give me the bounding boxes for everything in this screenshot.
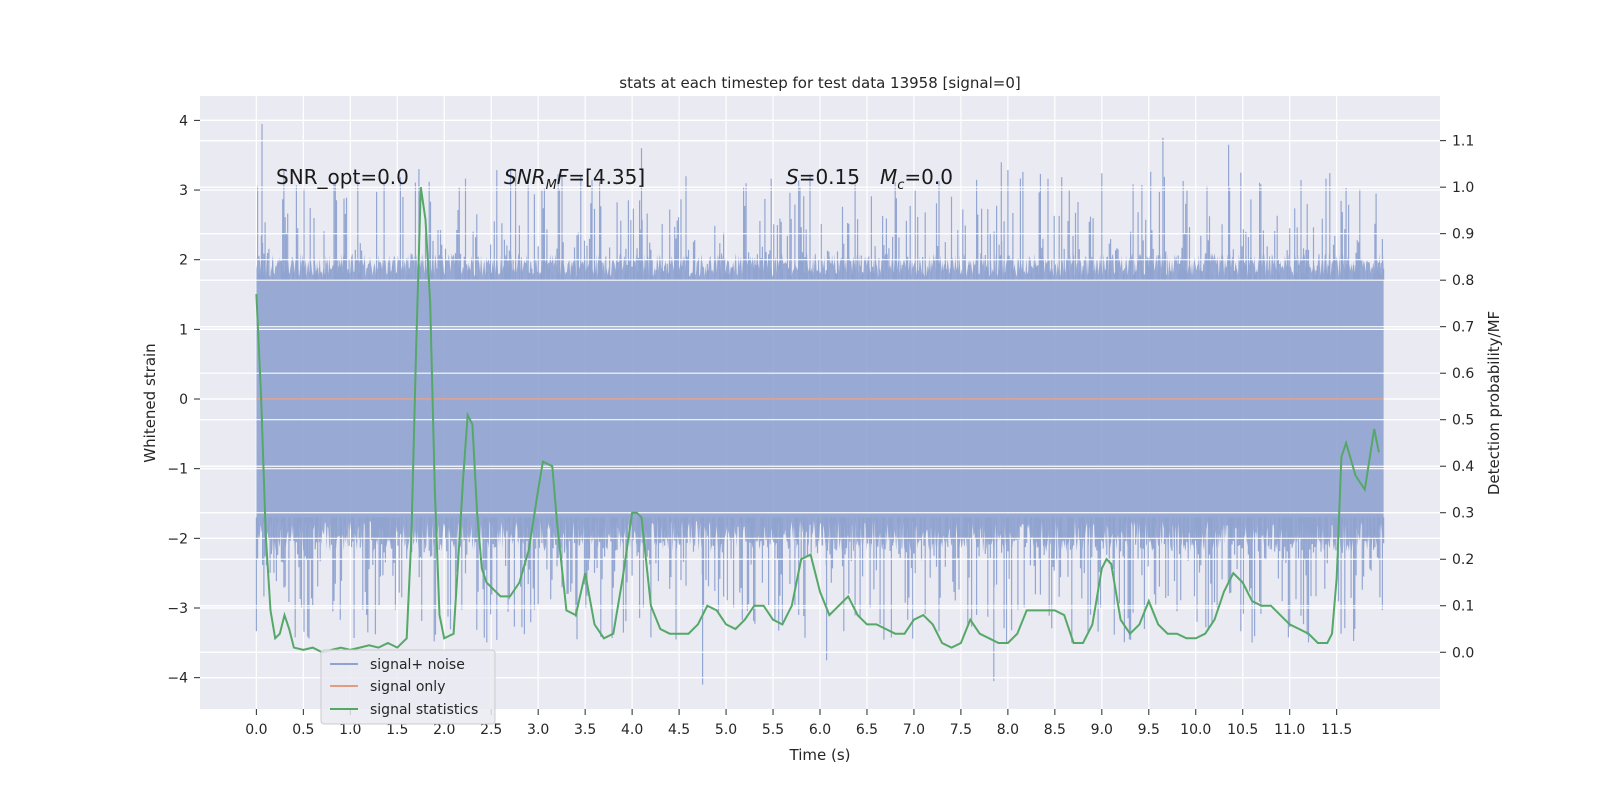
series-signal-noise <box>256 252 1384 553</box>
x-tick-label: 8.5 <box>1044 722 1066 738</box>
chart-title: stats at each timestep for test data 139… <box>619 74 1020 92</box>
x-tick-label: 11.0 <box>1274 722 1305 738</box>
x-tick-label: 11.5 <box>1321 722 1352 738</box>
legend-box <box>320 649 496 725</box>
y-axis-label: Whitened strain <box>141 343 159 462</box>
y2-tick-label: 0.5 <box>1452 413 1474 429</box>
x-tick-label: 7.0 <box>903 722 925 738</box>
y2-tick-label: 0.1 <box>1452 599 1474 615</box>
x-tick-label: 0.0 <box>245 722 267 738</box>
y-tick-label: 1 <box>179 322 188 338</box>
x-tick-label: 6.5 <box>856 722 878 738</box>
x-axis: 0.0 0.5 1.0 1.5 2.0 2.5 3.0 3.5 4.0 4.5 5.0 5.5 6.0 6… <box>245 709 1352 738</box>
annotation-snr-opt: SNR_opt=0.0 <box>276 165 409 189</box>
x-tick-label: 1.5 <box>386 722 408 738</box>
legend-label-signal-only: signal only <box>370 679 445 695</box>
legend: signal+ noise signal only signal statist… <box>320 649 496 725</box>
y2-tick-label: 0.4 <box>1452 459 1474 475</box>
x-tick-label: 9.0 <box>1091 722 1113 738</box>
x-tick-label: 5.5 <box>762 722 784 738</box>
y-tick-label: −4 <box>167 671 188 687</box>
y-axis-left: 4 3 2 1 0 −1 −2 −3 −4 <box>167 113 200 687</box>
annotation-mc: Mc=0.0 <box>880 165 953 193</box>
series-signal-statistics <box>255 187 1380 654</box>
x-tick-label: 4.0 <box>621 722 643 738</box>
y2-tick-label: 0.8 <box>1452 273 1474 289</box>
y-tick-label: −2 <box>167 531 188 547</box>
y-axis-right: 1.1 1.0 0.9 0.8 0.7 0.6 0.5 0.4 0.3 0.2 0.1 0.0 <box>1440 134 1474 661</box>
x-tick-label: 10.0 <box>1180 722 1211 738</box>
y2-tick-label: 1.0 <box>1452 180 1474 196</box>
y2-tick-label: 0.0 <box>1452 645 1474 661</box>
x-tick-label: 6.0 <box>809 722 831 738</box>
y-tick-label: 0 <box>179 392 188 408</box>
x-axis-label: Time (s) <box>789 746 851 764</box>
x-tick-label: 0.5 <box>292 722 314 738</box>
x-tick-label: 2.5 <box>480 722 502 738</box>
annotation-s-stat: S=0.15 <box>786 165 860 189</box>
x-tick-label: 2.0 <box>433 722 455 738</box>
x-tick-label: 9.5 <box>1138 722 1160 738</box>
y2-tick-label: 0.7 <box>1452 320 1474 336</box>
plot-content <box>200 119 1440 685</box>
y-tick-label: −1 <box>167 462 188 478</box>
y2-tick-label: 0.3 <box>1452 506 1474 522</box>
x-tick-label: 5.0 <box>715 722 737 738</box>
annotation-snr-mf: SNRMF=[4.35] <box>504 165 645 193</box>
y2-tick-label: 0.9 <box>1452 227 1474 243</box>
y-tick-label: 2 <box>179 253 188 269</box>
x-tick-label: 10.5 <box>1227 722 1258 738</box>
y2-tick-label: 0.6 <box>1452 366 1474 382</box>
y-tick-label: −3 <box>167 601 188 617</box>
legend-label-signal-statistics: signal statistics <box>370 702 478 718</box>
legend-label-signal-noise: signal+ noise <box>370 657 465 673</box>
x-tick-label: 3.5 <box>574 722 596 738</box>
x-tick-label: 8.0 <box>997 722 1019 738</box>
x-tick-label: 4.5 <box>668 722 690 738</box>
x-tick-label: 7.5 <box>950 722 972 738</box>
y-tick-label: 4 <box>179 113 188 129</box>
y2-tick-label: 1.1 <box>1452 134 1474 150</box>
y2-tick-label: 0.2 <box>1452 552 1474 568</box>
x-tick-label: 1.0 <box>339 722 361 738</box>
y-tick-label: 3 <box>179 183 188 199</box>
y2-axis-label: Detection probability/MF <box>1485 311 1503 495</box>
x-tick-label: 3.0 <box>527 722 549 738</box>
